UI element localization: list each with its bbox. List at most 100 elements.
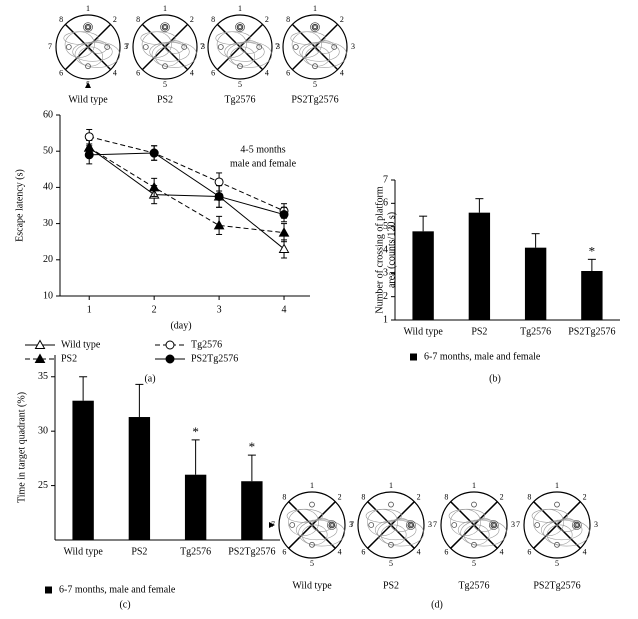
platform-marker (217, 44, 224, 50)
annotation: 4-5 months (240, 144, 285, 155)
quadrant-number: 3 (201, 42, 205, 51)
y-tick-label: 3 (383, 268, 388, 279)
quadrant-number: 6 (136, 69, 140, 78)
x-tick-label: 2 (152, 304, 157, 315)
y-tick-label: 4 (383, 244, 388, 255)
start-arrow (85, 82, 91, 88)
series-line (89, 136, 285, 212)
panel-label: (c) (119, 599, 130, 610)
platform-marker (237, 24, 243, 31)
platform-marker (368, 522, 375, 528)
data-point (84, 150, 94, 160)
legend-label: Wild type (61, 339, 101, 350)
platform-marker (85, 63, 91, 70)
y-tick-label: 2 (383, 291, 388, 302)
platform-marker (388, 541, 394, 548)
panel-label: (b) (489, 373, 501, 384)
bar (412, 231, 434, 320)
maze-label: PS2Tg2576 (291, 94, 338, 105)
x-tick-label: 3 (217, 304, 222, 315)
target-ring (405, 520, 416, 530)
quadrant-number: 4 (190, 69, 194, 78)
y-tick-label: 30 (43, 218, 53, 229)
swim-path (543, 519, 591, 547)
maze-label: PS2Tg2576 (533, 580, 580, 591)
x-tick-label: Tg2576 (180, 546, 211, 557)
target-ring (488, 520, 499, 530)
quadrant-number: 6 (444, 547, 448, 556)
platform-marker (142, 44, 149, 50)
target-ring (236, 23, 244, 31)
y-tick-label: 60 (43, 109, 53, 120)
target-ring (571, 520, 582, 530)
quadrant-number: 5 (555, 559, 559, 568)
platform-marker (490, 522, 497, 528)
annotation: male and female (230, 158, 297, 169)
platform-marker (554, 501, 560, 508)
maze-label: PS2 (383, 580, 399, 591)
data-point (149, 148, 159, 158)
y-tick-label: 5 (383, 221, 388, 232)
x-tick-label: Tg2576 (520, 326, 551, 337)
y-axis-title: Escape latency (s) (14, 169, 25, 242)
quadrant-number: 3 (276, 42, 280, 51)
y-tick-label: 20 (43, 254, 53, 265)
swim-path (226, 41, 273, 68)
platform-marker (328, 522, 335, 528)
target-ring (160, 22, 170, 32)
platform-marker (181, 44, 188, 50)
target-ring (235, 22, 245, 32)
quadrant-number: 1 (472, 481, 476, 490)
platform-marker (451, 522, 458, 528)
x-tick-label: Wild type (63, 546, 103, 557)
y-axis-title: area (counts/120 s) (386, 212, 397, 288)
platform-marker (573, 522, 580, 528)
quadrant-number: 8 (361, 492, 365, 501)
bar (241, 481, 263, 540)
quadrant-number: 3 (124, 42, 128, 51)
quadrant-number: 7 (516, 520, 520, 529)
legend-label: Tg2576 (191, 339, 222, 350)
data-point (84, 132, 94, 142)
target-ring (328, 521, 336, 529)
quadrant-number: 5 (310, 559, 314, 568)
platform-marker (104, 44, 111, 50)
platform-marker (471, 541, 477, 548)
maze-label: Tg2576 (458, 580, 489, 591)
quadrant-number: 6 (286, 69, 290, 78)
platform-marker (309, 501, 315, 508)
quadrant-number: 2 (500, 492, 504, 501)
bar (184, 474, 207, 540)
x-tick-label: 1 (87, 304, 92, 315)
y-tick-label: 50 (43, 145, 53, 156)
legend-marker (165, 340, 175, 350)
quadrant-number: 6 (361, 547, 365, 556)
swim-path (63, 31, 99, 45)
quadrant-number: 3 (428, 520, 432, 529)
quadrant-number: 4 (417, 547, 421, 556)
quadrant-number: 7 (433, 520, 437, 529)
maze-pool (207, 14, 273, 80)
target-ring (84, 23, 92, 31)
platform-marker (292, 44, 299, 50)
quadrant-number: 5 (313, 80, 317, 89)
quadrant-number: 4 (500, 547, 504, 556)
quadrant-number: 2 (113, 15, 117, 24)
x-tick-label: Wild type (403, 326, 443, 337)
data-point (214, 177, 224, 187)
target-ring (329, 523, 334, 527)
maze-label: PS2 (157, 94, 173, 105)
quadrant-number: 4 (583, 547, 587, 556)
platform-marker (312, 24, 318, 31)
significance: * (192, 424, 199, 439)
x-tick-label: PS2Tg2576 (228, 546, 275, 557)
swim-path (531, 508, 568, 523)
quadrant-number: 1 (389, 481, 393, 490)
quadrant-number: 6 (211, 69, 215, 78)
swim-path (301, 41, 348, 68)
quadrant-number: 3 (351, 42, 355, 51)
swim-path (460, 519, 508, 547)
y-axis-title: Time in target quadrant (%) (16, 392, 27, 503)
platform-marker (407, 522, 414, 528)
quadrant-number: 8 (59, 15, 63, 24)
